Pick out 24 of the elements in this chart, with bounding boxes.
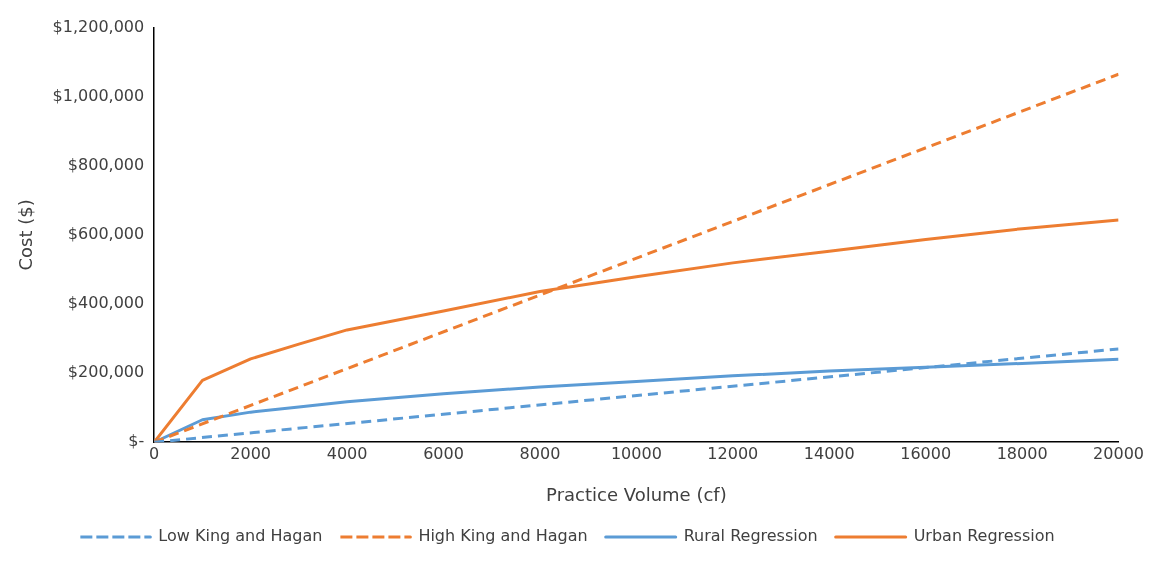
legend-label: Urban Regression xyxy=(913,526,1055,546)
y-tick-label: $400,000 xyxy=(67,293,145,313)
x-tick-label: 16000 xyxy=(900,443,952,463)
y-axis-title: Cost ($) xyxy=(15,199,37,271)
x-tick-label: 6000 xyxy=(423,443,464,463)
x-tick-label: 8000 xyxy=(519,443,561,463)
x-tick-label: 20000 xyxy=(1093,443,1144,463)
y-tick-label: $600,000 xyxy=(67,224,145,244)
x-tick-label: 12000 xyxy=(707,443,759,463)
y-tick-label: $- xyxy=(128,431,145,451)
x-axis-title: Practice Volume (cf) xyxy=(546,483,727,505)
legend-label: Rural Regression xyxy=(683,526,818,546)
y-tick-label: $1,200,000 xyxy=(52,16,145,36)
x-tick-label: 18000 xyxy=(996,443,1048,463)
y-tick-label: $200,000 xyxy=(67,362,145,382)
legend-label: High King and Hagan xyxy=(418,526,588,546)
x-tick-label: 0 xyxy=(149,443,160,463)
x-tick-label: 14000 xyxy=(803,443,855,463)
x-tick-label: 10000 xyxy=(610,443,662,463)
x-tick-label: 4000 xyxy=(326,443,368,463)
y-tick-label: $1,000,000 xyxy=(52,85,145,105)
legend-label: Low King and Hagan xyxy=(158,526,323,546)
y-tick-label: $800,000 xyxy=(67,154,145,174)
x-tick-label: 2000 xyxy=(230,443,271,463)
